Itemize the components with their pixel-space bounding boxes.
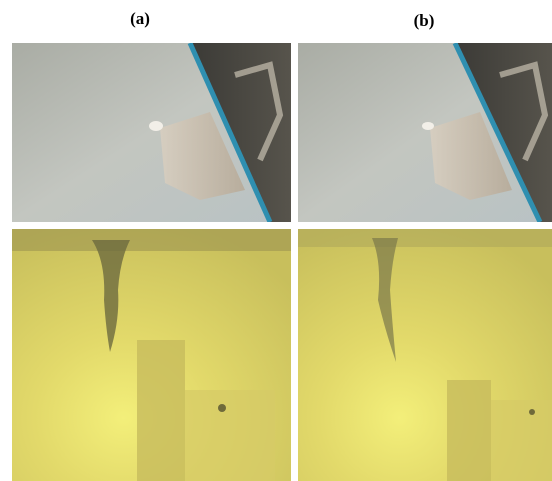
- structure: [185, 390, 275, 481]
- tape-strip: [499, 61, 549, 162]
- blue-edge: [187, 43, 273, 222]
- dark-wall: [190, 43, 291, 222]
- plume: [372, 238, 398, 362]
- structure: [447, 380, 491, 481]
- tape-strip: [234, 61, 284, 162]
- spot: [529, 409, 535, 415]
- photo-bottom-a: [12, 229, 291, 481]
- tape: [160, 112, 245, 200]
- panel-label: (b): [414, 11, 435, 30]
- photo-top-a: [12, 43, 291, 222]
- blue-edge: [452, 43, 543, 222]
- structure: [491, 400, 552, 481]
- panel-label: (a): [130, 9, 150, 28]
- tape: [430, 112, 512, 200]
- top-shadow: [12, 229, 291, 251]
- spot: [218, 404, 226, 412]
- highlight: [149, 121, 163, 131]
- highlight: [422, 122, 434, 130]
- photo-top-b: [298, 43, 552, 222]
- structure: [137, 340, 185, 481]
- top-shadow: [298, 229, 552, 247]
- dark-wall: [455, 43, 552, 222]
- photo-bottom-b: [298, 229, 552, 481]
- plume: [92, 240, 130, 352]
